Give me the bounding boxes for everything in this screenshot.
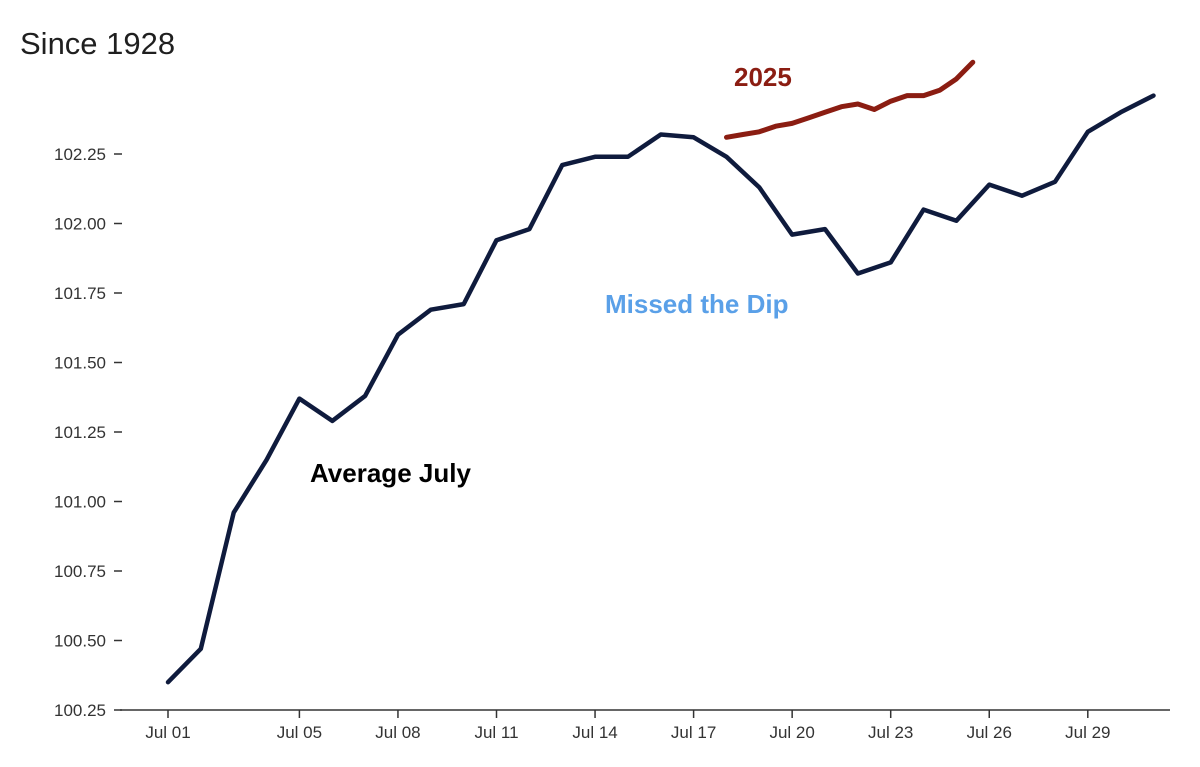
x-tick-label: Jul 05 bbox=[277, 723, 322, 742]
annotation-2025: 2025 bbox=[734, 62, 792, 92]
x-tick-label: Jul 23 bbox=[868, 723, 913, 742]
chart-subtitle: Since 1928 bbox=[20, 26, 176, 61]
x-tick-label: Jul 11 bbox=[474, 723, 518, 742]
x-tick-label: Jul 29 bbox=[1065, 723, 1110, 742]
annotation-average-july: Average July bbox=[310, 458, 471, 488]
y-tick-label: 100.25 bbox=[54, 701, 106, 720]
x-tick-label: Jul 20 bbox=[769, 723, 814, 742]
x-tick-label: Jul 14 bbox=[572, 723, 617, 742]
y-tick-label: 101.50 bbox=[54, 354, 106, 373]
series-line-2025 bbox=[724, 59, 976, 140]
y-tick-label: 101.25 bbox=[54, 423, 106, 442]
y-tick-label: 100.50 bbox=[54, 632, 106, 651]
y-axis: 100.25 100.50 100.75 101.00 101.25 101.50 101.… bbox=[54, 145, 122, 720]
y-tick-label: 101.00 bbox=[54, 493, 106, 512]
x-tick-label: Jul 26 bbox=[967, 723, 1012, 742]
y-tick-label: 102.25 bbox=[54, 145, 106, 164]
y-tick-label: 100.75 bbox=[54, 562, 106, 581]
annotation-missed-the-dip: Missed the Dip bbox=[605, 289, 788, 319]
x-tick-label: Jul 01 bbox=[145, 723, 190, 742]
series-line-average-july bbox=[165, 93, 1156, 685]
x-axis: Jul 01 Jul 05 Jul 08 Jul 11 Jul 14 Jul 17 Jul … bbox=[120, 709, 1170, 742]
series-lines bbox=[165, 59, 1156, 685]
x-tick-label: Jul 17 bbox=[671, 723, 716, 742]
y-tick-label: 101.75 bbox=[54, 284, 106, 303]
y-tick-label: 102.00 bbox=[54, 215, 106, 234]
x-tick-label: Jul 08 bbox=[375, 723, 420, 742]
